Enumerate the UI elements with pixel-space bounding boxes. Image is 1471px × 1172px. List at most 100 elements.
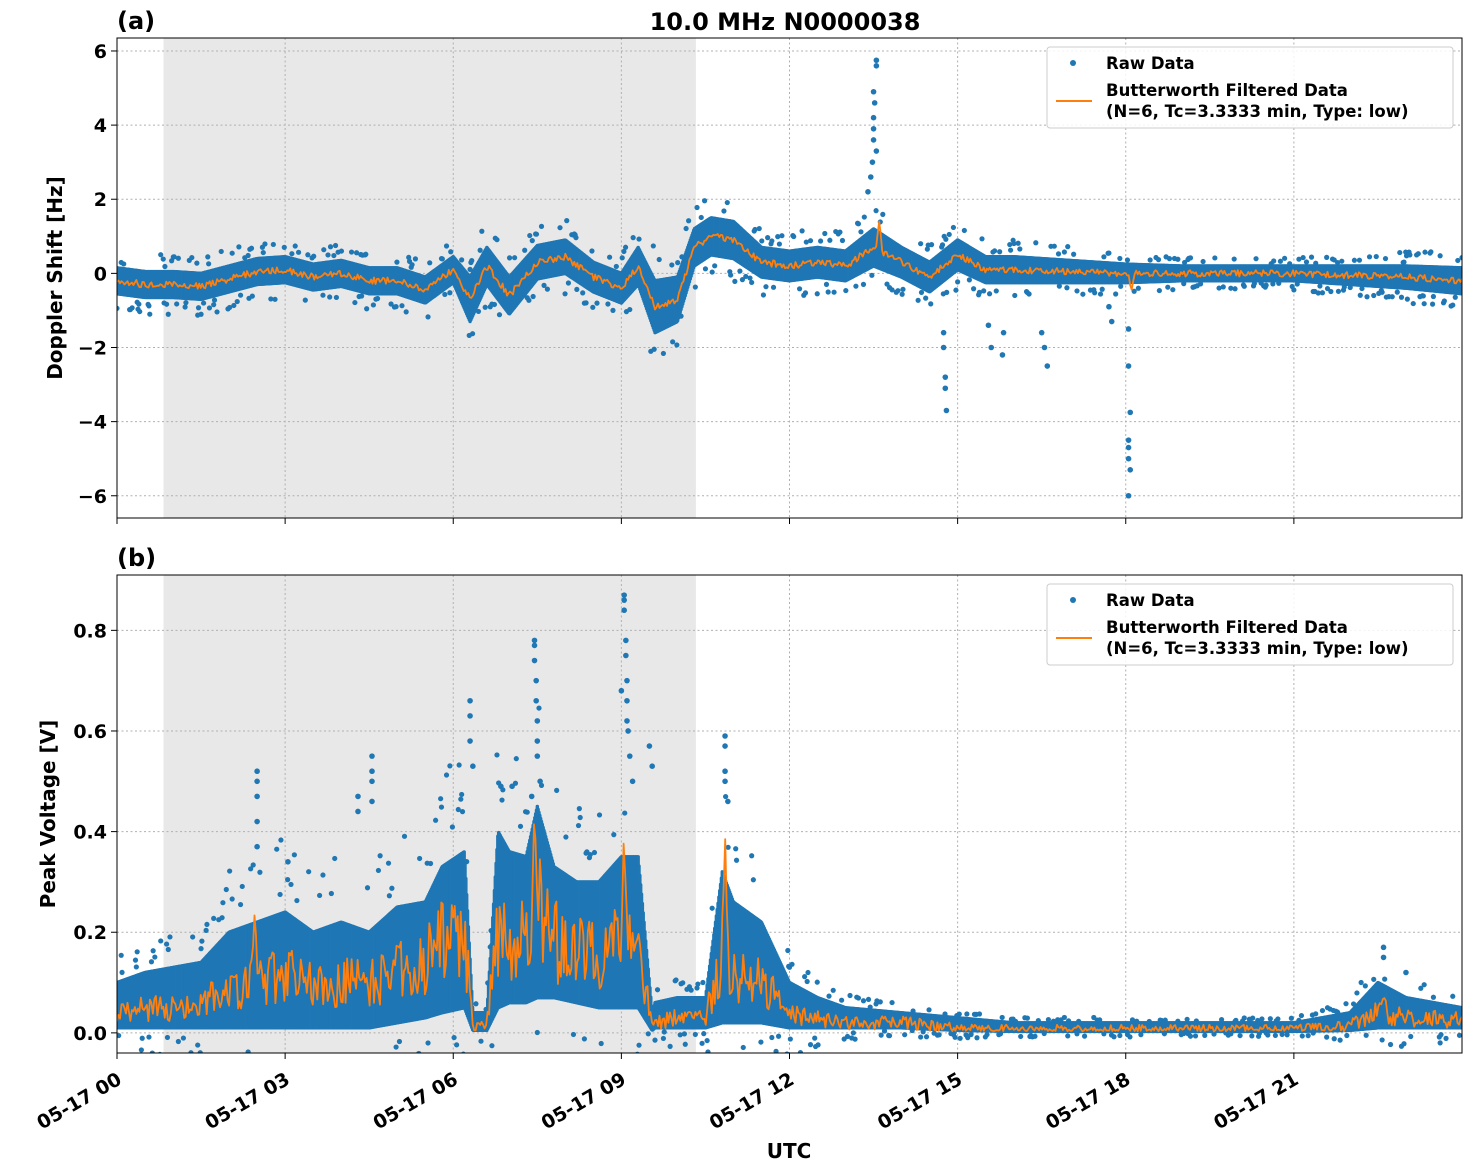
raw-data-point	[763, 284, 769, 290]
raw-data-point	[1064, 285, 1070, 291]
raw-data-point	[188, 1050, 194, 1053]
raw-data-point	[214, 309, 220, 315]
raw-data-point	[353, 250, 360, 256]
raw-data-point	[399, 303, 405, 309]
raw-data-point	[1408, 1033, 1414, 1040]
raw-data-point	[1181, 259, 1188, 266]
raw-data-point	[785, 947, 791, 954]
raw-data-point	[1305, 1033, 1311, 1039]
raw-data-point	[621, 607, 627, 614]
raw-data-point	[302, 297, 308, 303]
raw-data-point	[750, 877, 756, 883]
raw-data-point	[1232, 286, 1238, 292]
raw-data-point	[946, 231, 952, 238]
raw-data-point	[861, 214, 867, 220]
raw-data-point	[1401, 1041, 1407, 1047]
raw-data-point	[1407, 252, 1413, 258]
raw-data-point	[784, 1051, 790, 1053]
raw-data-point	[1056, 283, 1062, 289]
raw-data-point	[182, 304, 188, 310]
raw-data-point	[534, 738, 541, 744]
raw-data-point	[1398, 294, 1405, 300]
raw-data-point	[195, 305, 202, 311]
raw-data-point	[818, 238, 824, 244]
raw-data-point	[393, 304, 399, 310]
raw-data-point	[1299, 1033, 1305, 1039]
raw-data-point	[1007, 247, 1014, 253]
raw-data-point	[844, 1033, 851, 1040]
raw-data-point	[459, 257, 465, 263]
raw-data-point	[227, 868, 233, 874]
raw-data-point	[1170, 287, 1176, 293]
panel-b-filtered-data	[117, 823, 1462, 1033]
raw-data-point	[776, 241, 783, 247]
raw-data-point	[136, 301, 142, 307]
raw-data-point	[332, 242, 339, 249]
raw-data-point	[830, 987, 836, 993]
panel-a-legend-filtered-label-2: (N=6, Tc=3.3333 min, Type: low)	[1106, 102, 1409, 121]
raw-data-point	[119, 969, 125, 975]
raw-data-point	[1379, 289, 1385, 295]
raw-data-point	[369, 778, 375, 785]
raw-data-point	[1373, 253, 1379, 260]
raw-data-point	[1404, 296, 1410, 302]
raw-data-point	[629, 778, 636, 785]
raw-data-point	[1357, 292, 1363, 298]
raw-data-point	[656, 256, 662, 263]
raw-data-point	[873, 148, 880, 154]
raw-data-point	[195, 1042, 201, 1048]
raw-data-point	[180, 1035, 187, 1041]
raw-data-point	[432, 1067, 437, 1072]
raw-data-point	[902, 1032, 908, 1038]
panel-a-legend-filtered-label-1: Butterworth Filtered Data	[1106, 81, 1348, 100]
raw-data-point	[867, 1004, 873, 1010]
panel-b-legend-raw-marker	[1070, 597, 1076, 603]
raw-data-point	[118, 952, 124, 958]
raw-data-point	[363, 251, 369, 257]
raw-data-point	[853, 283, 859, 289]
raw-data-point	[976, 1011, 983, 1017]
raw-data-point	[673, 977, 679, 983]
raw-data-point	[889, 999, 895, 1006]
raw-data-point	[1331, 1036, 1337, 1042]
raw-data-point	[760, 292, 767, 298]
raw-data-point	[723, 793, 729, 800]
raw-data-point	[613, 263, 619, 270]
raw-data-point	[1324, 1034, 1330, 1040]
panel-b-legend-filtered-label-2: (N=6, Tc=3.3333 min, Type: low)	[1106, 639, 1409, 658]
raw-data-point	[895, 288, 901, 294]
raw-data-point	[288, 881, 294, 888]
raw-data-point	[234, 1081, 239, 1086]
raw-data-point	[789, 961, 795, 967]
raw-data-point	[325, 1068, 330, 1073]
raw-data-point	[534, 1029, 540, 1036]
raw-data-point	[580, 290, 586, 296]
raw-data-point	[1259, 1016, 1265, 1022]
raw-data-point	[1253, 256, 1259, 262]
raw-data-point	[1441, 298, 1447, 304]
raw-data-point	[133, 964, 139, 970]
raw-data-point	[1459, 255, 1462, 261]
raw-data-point	[1044, 363, 1051, 369]
x-tick-label: 05-17 18	[1042, 1068, 1134, 1134]
raw-data-point	[1371, 292, 1377, 299]
figure-title: 10.0 MHz N0000038	[650, 8, 921, 36]
raw-data-point	[1241, 1015, 1247, 1021]
raw-data-point	[712, 263, 718, 269]
raw-data-point	[881, 1028, 888, 1034]
raw-data-point	[747, 275, 753, 281]
raw-data-point	[1265, 1032, 1271, 1038]
raw-data-point	[940, 344, 947, 351]
raw-data-point	[1250, 1015, 1256, 1021]
raw-data-point	[815, 1042, 821, 1048]
raw-data-point	[557, 225, 563, 231]
raw-data-point	[964, 1011, 970, 1017]
raw-data-point	[722, 733, 728, 739]
raw-data-point	[702, 266, 709, 272]
raw-data-point	[636, 1042, 642, 1048]
raw-data-point	[237, 292, 244, 298]
raw-data-point	[403, 309, 409, 315]
raw-data-point	[1220, 284, 1226, 290]
raw-data-point	[769, 238, 775, 244]
raw-data-point	[1382, 255, 1389, 262]
